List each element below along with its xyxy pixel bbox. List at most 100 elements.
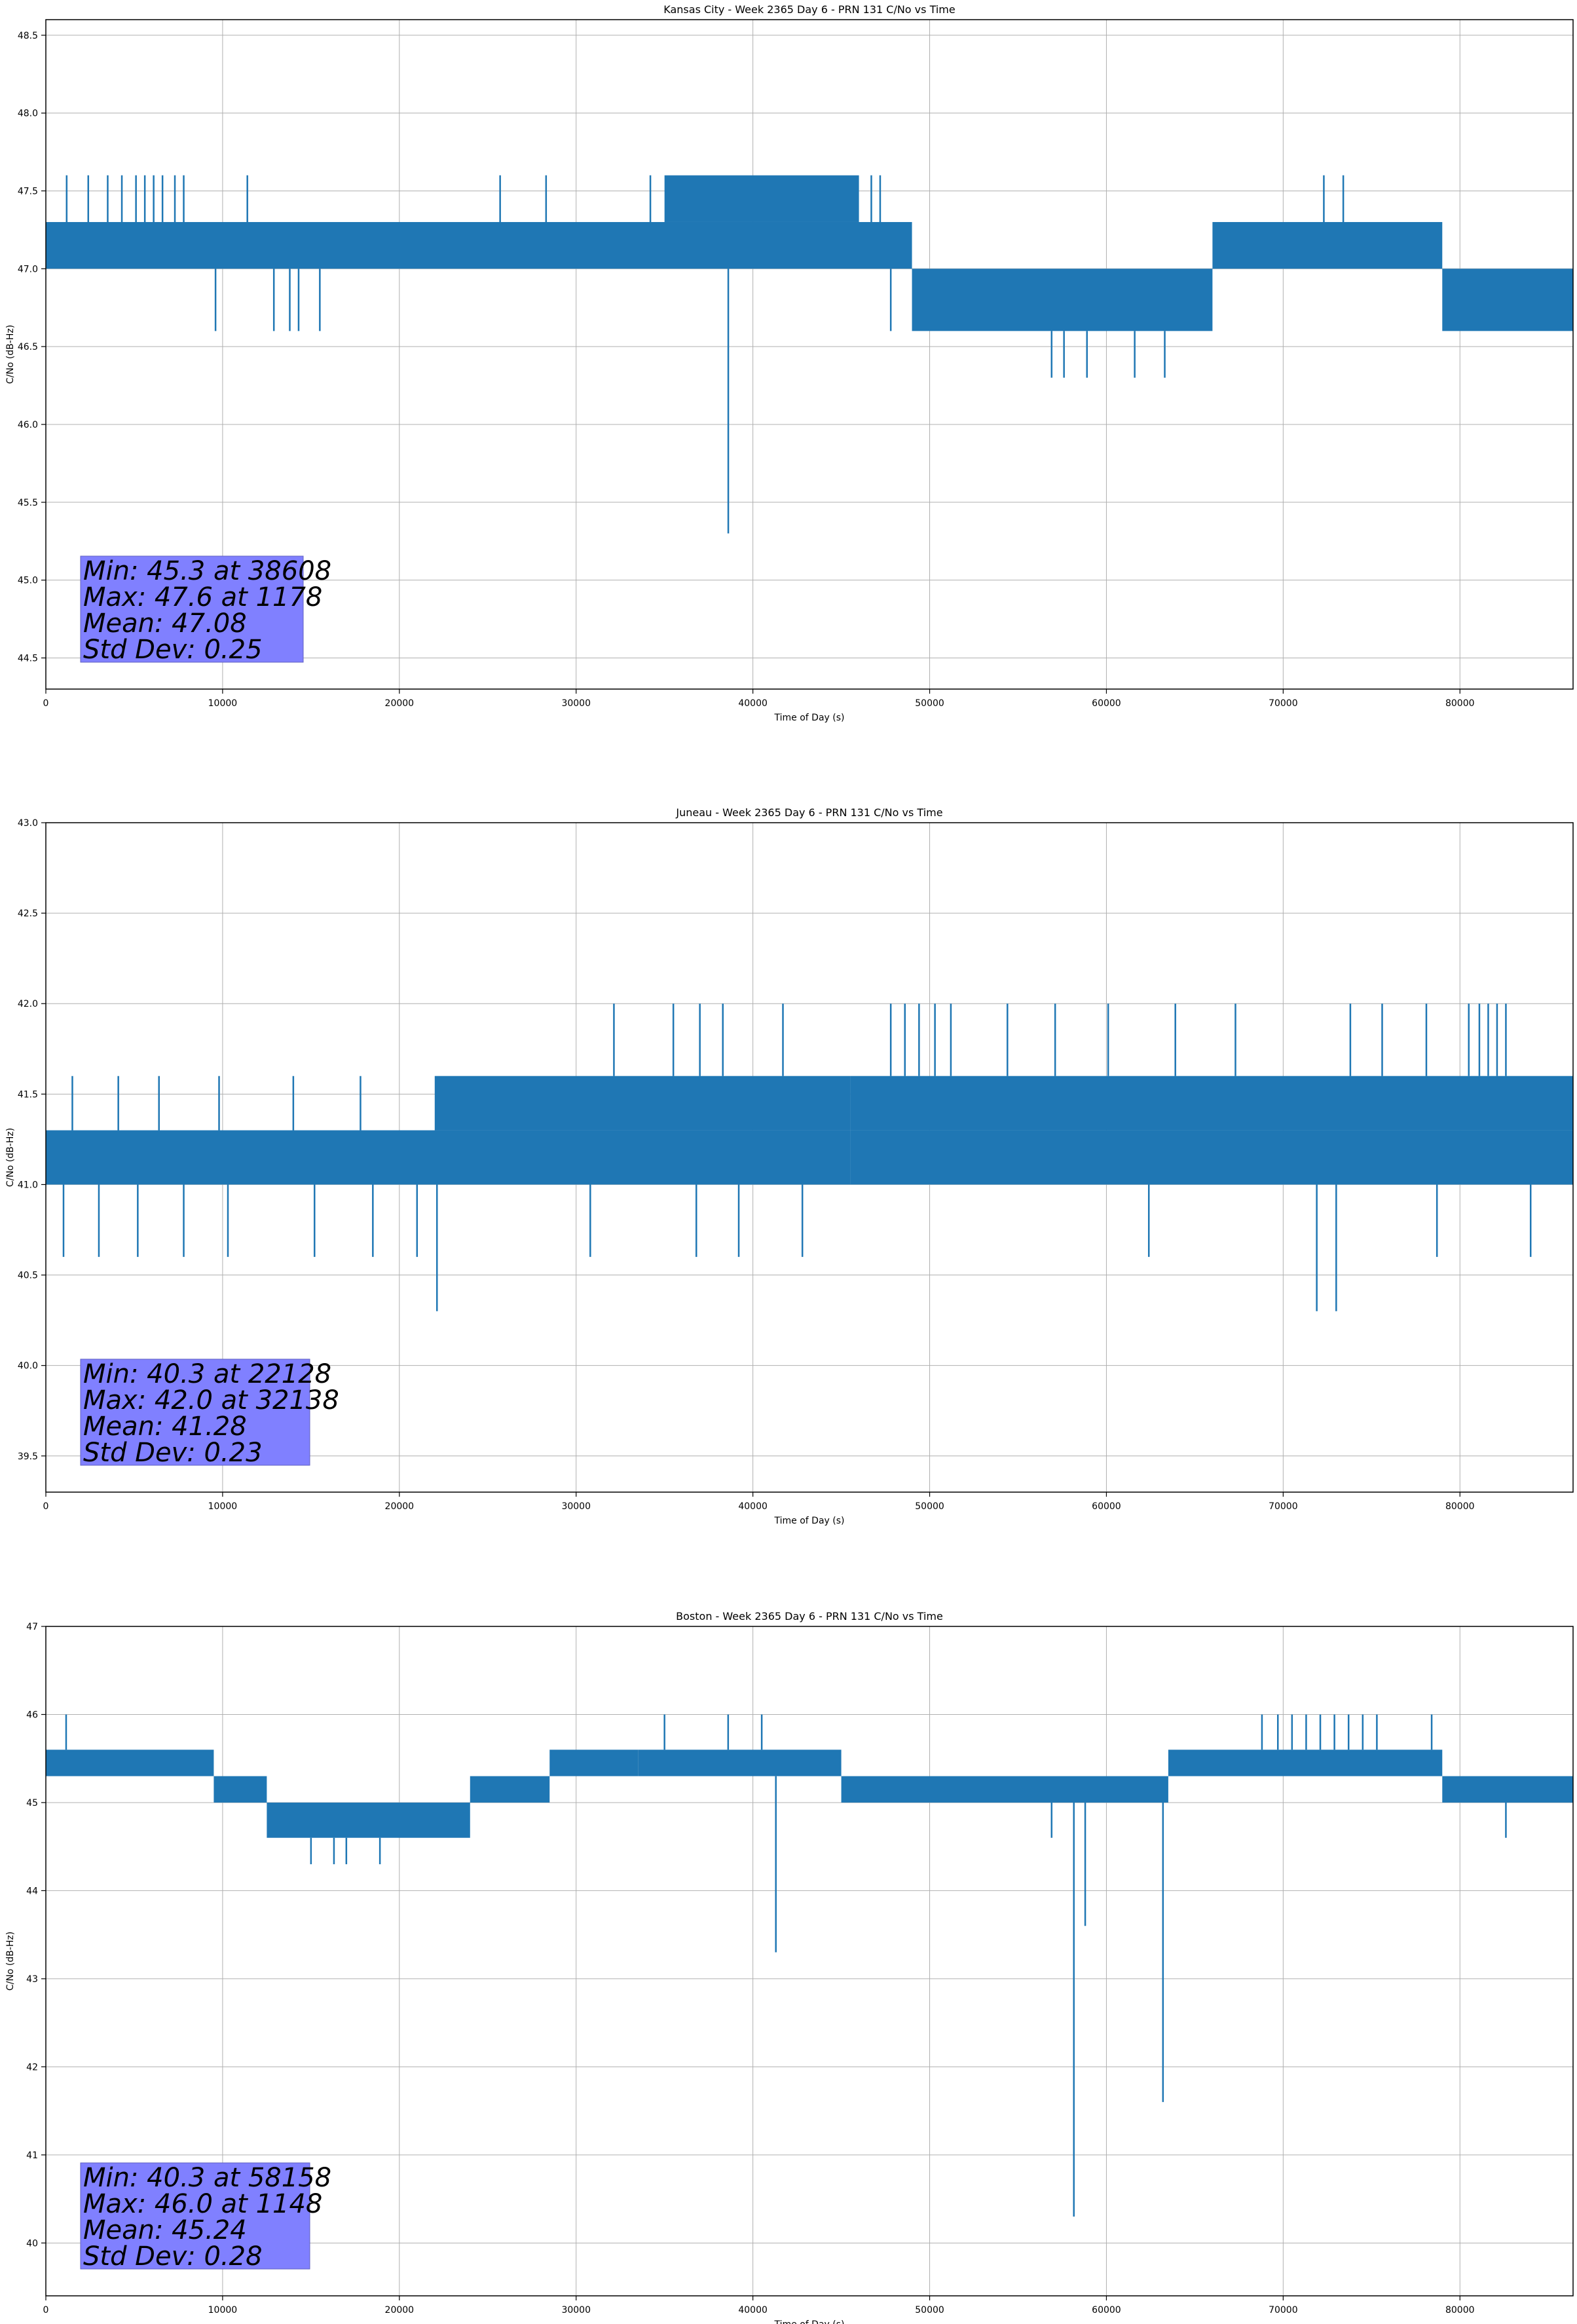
stats-line: Max: 46.0 at 1148 (83, 2189, 322, 2219)
stats-line: Min: 45.3 at 38608 (83, 556, 331, 586)
stats-box (80, 2162, 310, 2270)
data-band (46, 221, 912, 269)
y-tick-label: 48.0 (18, 109, 38, 119)
data-band (213, 1776, 267, 1803)
y-tick-label: 42 (26, 2062, 38, 2072)
chart-title: Kansas City - Week 2365 Day 6 - PRN 131 … (663, 3, 955, 16)
y-tick-label: 41 (26, 2150, 38, 2161)
stats-line: Max: 47.6 at 1178 (83, 582, 322, 612)
x-tick-label: 10000 (208, 698, 238, 709)
data-band (1442, 1776, 1573, 1803)
y-tick-label: 45.0 (18, 576, 38, 586)
data-band (1168, 1750, 1443, 1776)
y-tick-label: 41.0 (18, 1180, 38, 1190)
x-tick-label: 80000 (1445, 2305, 1475, 2315)
y-tick-label: 48.5 (18, 31, 38, 41)
data-band (470, 1776, 550, 1803)
y-tick-label: 39.5 (18, 1452, 38, 1462)
x-tick-label: 0 (43, 1501, 49, 1512)
axes-frame (45, 822, 1574, 1493)
x-tick-label: 20000 (385, 2305, 415, 2315)
data-band (638, 1750, 842, 1776)
data-band (46, 1130, 851, 1185)
x-tick-label: 50000 (915, 2305, 944, 2315)
x-tick-label: 40000 (738, 698, 768, 709)
stats-line: Std Dev: 0.28 (83, 2241, 263, 2272)
y-tick-label: 40.5 (18, 1271, 38, 1281)
y-tick-label: 43.0 (18, 818, 38, 829)
y-axis-label: C/No (dB-Hz) (5, 325, 16, 384)
x-tick-label: 20000 (385, 1501, 415, 1512)
y-tick-label: 46 (26, 1710, 38, 1720)
stats-box (80, 555, 304, 663)
y-tick-label: 46.0 (18, 420, 38, 430)
x-axis-label: Time of Day (s) (774, 2319, 845, 2324)
x-tick-label: 50000 (915, 698, 944, 709)
stats-line: Std Dev: 0.23 (83, 1438, 263, 1468)
y-tick-label: 44.5 (18, 653, 38, 664)
x-tick-label: 60000 (1092, 1501, 1121, 1512)
x-tick-label: 40000 (738, 2305, 768, 2315)
x-tick-label: 10000 (208, 1501, 238, 1512)
y-tick-label: 47 (26, 1622, 38, 1632)
x-tick-label: 10000 (208, 2305, 238, 2315)
chart-2: 0 10000 20000 30000 40000 50000 60000 70000 8000… (5, 806, 1574, 1526)
axes-frame (45, 19, 1574, 690)
y-tick-label: 42.0 (18, 999, 38, 1009)
y-tick-label: 45 (26, 1798, 38, 1809)
x-axis-label: Time of Day (s) (774, 713, 845, 723)
stats-line: Max: 42.0 at 32138 (83, 1385, 339, 1415)
x-tick-label: 30000 (561, 698, 591, 709)
y-tick-label: 40.0 (18, 1361, 38, 1372)
y-tick-label: 43 (26, 1974, 38, 1985)
y-tick-label: 40 (26, 2238, 38, 2249)
x-tick-label: 50000 (915, 1501, 944, 1512)
stats-line: Mean: 41.28 (83, 1412, 247, 1442)
data-series (46, 1003, 1573, 1311)
data-band (664, 175, 859, 222)
data-band (850, 1076, 1573, 1131)
data-band (841, 1776, 1168, 1803)
x-tick-label: 60000 (1092, 2305, 1121, 2315)
stats-box (80, 1359, 310, 1466)
data-band (46, 1750, 214, 1776)
data-band (1442, 269, 1573, 331)
stats-line: Min: 40.3 at 22128 (83, 1359, 331, 1389)
axes-frame (45, 1626, 1574, 2296)
chart-1: 0 10000 20000 30000 40000 50000 60000 70000 8000… (5, 3, 1574, 723)
data-band (912, 269, 1213, 331)
x-tick-label: 80000 (1445, 698, 1475, 709)
chart-3: 0 10000 20000 30000 40000 50000 60000 70000 8000… (5, 1610, 1574, 2324)
stats-line: Min: 40.3 at 58158 (83, 2163, 331, 2193)
x-tick-label: 60000 (1092, 698, 1121, 709)
x-tick-label: 20000 (385, 698, 415, 709)
chart-title: Juneau - Week 2365 Day 6 - PRN 131 C/No … (675, 806, 942, 819)
y-tick-label: 44 (26, 1886, 38, 1896)
data-band (1212, 221, 1443, 269)
data-band (434, 1076, 851, 1131)
y-tick-label: 47.5 (18, 186, 38, 197)
chart-title: Boston - Week 2365 Day 6 - PRN 131 C/No … (676, 1610, 943, 1622)
data-band (267, 1802, 470, 1838)
x-tick-label: 0 (43, 698, 49, 709)
stats-line: Mean: 45.24 (83, 2215, 247, 2245)
y-axis-label: C/No (dB-Hz) (5, 1128, 16, 1187)
x-tick-label: 40000 (738, 1501, 768, 1512)
data-band (549, 1750, 639, 1776)
stats-line: Std Dev: 0.25 (83, 635, 263, 665)
x-tick-label: 0 (43, 2305, 49, 2315)
x-tick-label: 70000 (1269, 2305, 1298, 2315)
x-tick-label: 70000 (1269, 698, 1298, 709)
y-axis-label: C/No (dB-Hz) (5, 1932, 16, 1991)
x-tick-label: 30000 (561, 2305, 591, 2315)
data-series (46, 1714, 1573, 2217)
y-tick-label: 42.5 (18, 909, 38, 919)
x-tick-label: 30000 (561, 1501, 591, 1512)
y-tick-label: 41.5 (18, 1089, 38, 1100)
x-axis-label: Time of Day (s) (774, 1516, 845, 1526)
stats-line: Mean: 47.08 (83, 609, 247, 639)
x-tick-label: 80000 (1445, 1501, 1475, 1512)
x-tick-label: 70000 (1269, 1501, 1298, 1512)
data-band (850, 1130, 1573, 1185)
